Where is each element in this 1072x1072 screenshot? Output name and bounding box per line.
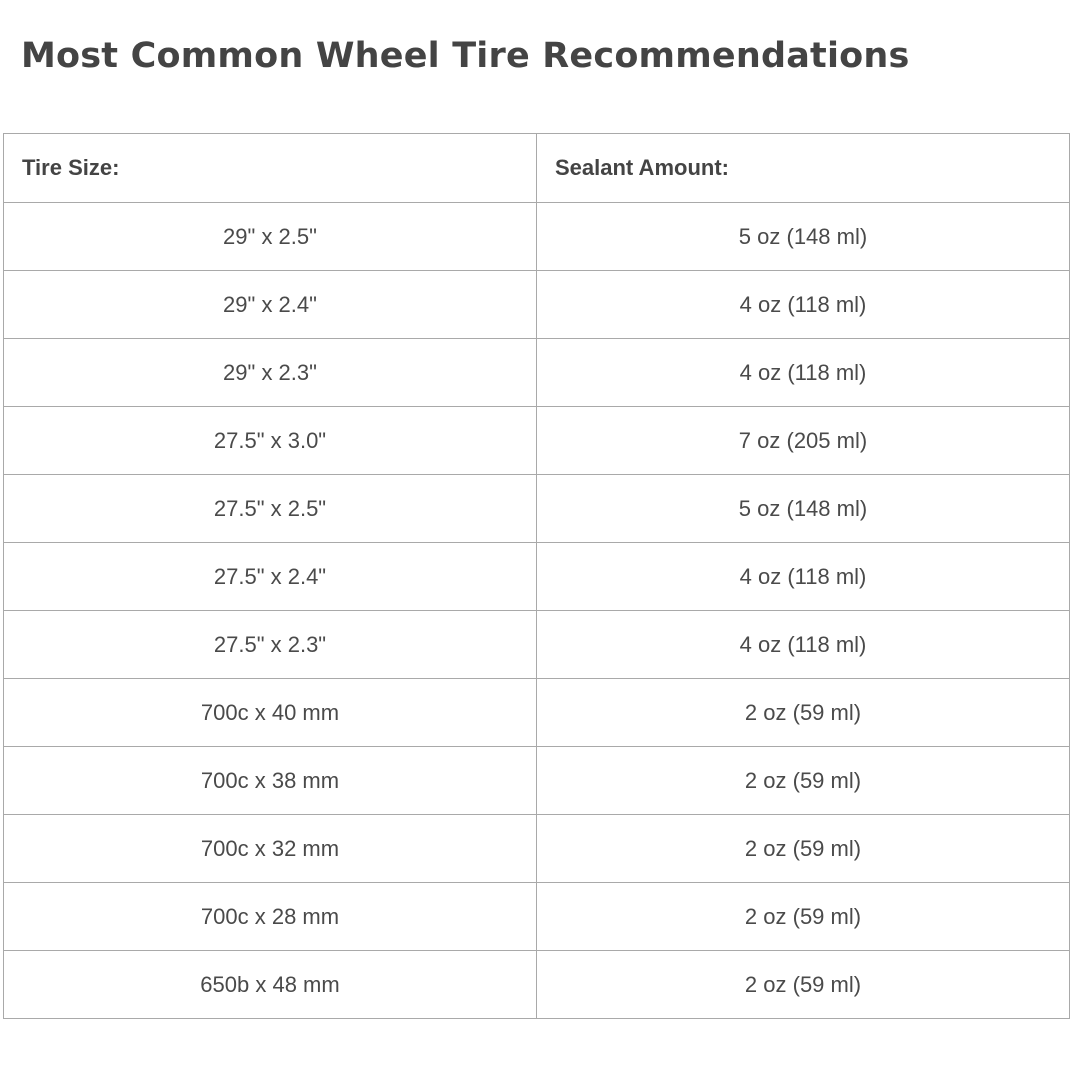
table-row: 29" x 2.3" 4 oz (118 ml) — [3, 338, 1070, 407]
table-row: 700c x 40 mm 2 oz (59 ml) — [3, 678, 1070, 747]
sealant-amount-cell: 2 oz (59 ml) — [536, 882, 1070, 951]
tire-size-cell: 700c x 40 mm — [3, 678, 537, 747]
tire-sealant-table: Tire Size: Sealant Amount: 29" x 2.5" 5 o… — [3, 133, 1070, 1019]
header-sealant-amount: Sealant Amount: — [536, 133, 1070, 203]
sealant-amount-cell: 2 oz (59 ml) — [536, 678, 1070, 747]
sealant-amount-cell: 2 oz (59 ml) — [536, 746, 1070, 815]
tire-size-cell: 650b x 48 mm — [3, 950, 537, 1019]
sealant-amount-cell: 4 oz (118 ml) — [536, 610, 1070, 679]
table-row: 27.5" x 2.5" 5 oz (148 ml) — [3, 474, 1070, 543]
sealant-amount-cell: 4 oz (118 ml) — [536, 338, 1070, 407]
tire-size-cell: 27.5" x 3.0" — [3, 406, 537, 475]
table-row: 27.5" x 2.4" 4 oz (118 ml) — [3, 542, 1070, 611]
table-row: 650b x 48 mm 2 oz (59 ml) — [3, 950, 1070, 1019]
tire-size-cell: 27.5" x 2.5" — [3, 474, 537, 543]
sealant-amount-cell: 7 oz (205 ml) — [536, 406, 1070, 475]
tire-size-cell: 27.5" x 2.4" — [3, 542, 537, 611]
tire-size-cell: 700c x 32 mm — [3, 814, 537, 883]
table-row: 27.5" x 3.0" 7 oz (205 ml) — [3, 406, 1070, 475]
sealant-amount-cell: 2 oz (59 ml) — [536, 950, 1070, 1019]
table-row: 29" x 2.4" 4 oz (118 ml) — [3, 270, 1070, 339]
sealant-amount-cell: 2 oz (59 ml) — [536, 814, 1070, 883]
page-title: Most Common Wheel Tire Recommendations — [21, 36, 910, 76]
sealant-amount-cell: 5 oz (148 ml) — [536, 202, 1070, 271]
sealant-amount-cell: 5 oz (148 ml) — [536, 474, 1070, 543]
tire-size-cell: 29" x 2.4" — [3, 270, 537, 339]
tire-size-cell: 27.5" x 2.3" — [3, 610, 537, 679]
table-row: 700c x 38 mm 2 oz (59 ml) — [3, 746, 1070, 815]
table-row: 27.5" x 2.3" 4 oz (118 ml) — [3, 610, 1070, 679]
tire-size-cell: 700c x 28 mm — [3, 882, 537, 951]
table-row: 29" x 2.5" 5 oz (148 ml) — [3, 202, 1070, 271]
tire-size-cell: 29" x 2.3" — [3, 338, 537, 407]
header-tire-size: Tire Size: — [3, 133, 537, 203]
table-header-row: Tire Size: Sealant Amount: — [3, 133, 1070, 203]
sealant-amount-cell: 4 oz (118 ml) — [536, 270, 1070, 339]
tire-size-cell: 29" x 2.5" — [3, 202, 537, 271]
table-row: 700c x 28 mm 2 oz (59 ml) — [3, 882, 1070, 951]
sealant-amount-cell: 4 oz (118 ml) — [536, 542, 1070, 611]
tire-size-cell: 700c x 38 mm — [3, 746, 537, 815]
table-row: 700c x 32 mm 2 oz (59 ml) — [3, 814, 1070, 883]
